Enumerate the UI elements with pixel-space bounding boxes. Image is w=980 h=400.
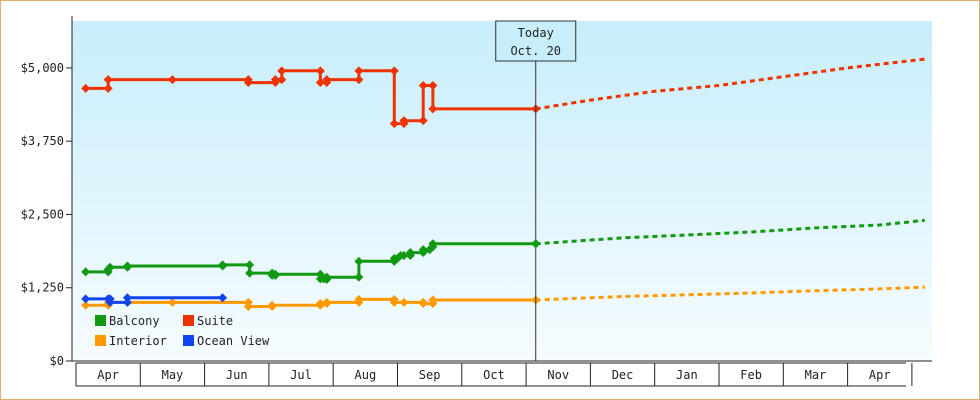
series-point-3-6	[218, 293, 228, 303]
x-tick-label-7: Nov	[547, 368, 569, 382]
x-tick-label-9: Jan	[676, 368, 698, 382]
y-axis: $0 $1,250 $2,500 $3,750 $5,000	[21, 16, 73, 368]
series-point-1-8	[277, 75, 287, 85]
x-tick-label-1: May	[162, 368, 184, 382]
series-point-3-3	[105, 297, 115, 307]
legend-label-3: Ocean View	[197, 334, 270, 348]
series-point-2-11	[322, 297, 332, 307]
series-projection-0	[535, 218, 925, 246]
series-point-3-0	[81, 294, 91, 304]
series-point-1-20	[418, 116, 428, 126]
today-box	[495, 20, 577, 62]
series-point-0-8	[245, 260, 255, 270]
legend-label-0: Balcony	[109, 314, 160, 328]
legend: Balcony Suite Interior Ocean View	[95, 314, 270, 348]
x-tick-label-10: Feb	[740, 368, 762, 382]
legend-swatch-2	[95, 335, 106, 346]
series-ocean-view	[81, 293, 228, 307]
series-projection-2	[535, 285, 925, 302]
series-balcony	[81, 218, 925, 285]
series-point-1-5	[243, 78, 253, 88]
y-tick-label-0: $0	[50, 354, 64, 368]
series-point-2-5	[243, 301, 253, 311]
today-date: Oct. 20	[510, 44, 561, 58]
series-point-1-13	[322, 75, 332, 85]
series-interior	[81, 285, 925, 311]
x-tick-label-3: Jul	[290, 368, 312, 382]
series-point-0-33	[428, 239, 438, 249]
x-axis: Apr May Jun Jul Aug Sep Oct Nov Dec Jan Feb Mar Apr	[72, 360, 932, 387]
legend-swatch-0	[95, 315, 106, 326]
x-tick-label-12: Apr	[869, 368, 891, 382]
series-point-1-3	[167, 75, 177, 85]
series-point-1-2	[103, 75, 113, 85]
series-point-1-14	[354, 75, 364, 85]
today-label: Today	[518, 26, 554, 40]
x-tick-label-6: Oct	[483, 368, 505, 382]
today-point-balcony	[531, 239, 541, 249]
series-point-3-4	[122, 297, 132, 307]
series-point-0-27	[405, 248, 415, 258]
series-point-1-9	[277, 66, 287, 76]
legend-swatch-1	[183, 315, 194, 326]
today-marker: Today Oct. 20	[495, 20, 577, 361]
series-point-0-5	[122, 261, 132, 271]
series-point-1-1	[103, 83, 113, 93]
series-point-2-13	[354, 294, 364, 304]
series-point-2-20	[428, 295, 438, 305]
series-point-0-29	[418, 245, 428, 255]
series-point-2-0	[81, 300, 91, 310]
x-tick-label-2: Jun	[226, 368, 248, 382]
x-tick-label-4: Aug	[355, 368, 377, 382]
series-projection-1	[535, 57, 925, 111]
y-tick-label-2: $2,500	[21, 207, 64, 221]
series-point-0-9	[245, 268, 255, 278]
series-point-0-25	[399, 250, 409, 260]
y-tick-label-1: $1,250	[21, 281, 64, 295]
series-point-1-17	[389, 119, 399, 129]
legend-label-2: Interior	[109, 334, 167, 348]
series-point-0-7	[218, 260, 228, 270]
series-point-2-9	[315, 299, 325, 309]
series-point-1-10	[315, 66, 325, 76]
legend-label-1: Suite	[197, 314, 233, 328]
series-point-3-5	[122, 293, 132, 303]
series-point-1-15	[354, 66, 364, 76]
series-point-1-16	[389, 66, 399, 76]
x-tick-label-0: Apr	[97, 368, 119, 382]
series-point-0-3	[105, 262, 115, 272]
series-point-0-18	[322, 272, 332, 282]
series-point-0-13	[270, 269, 280, 279]
series-point-1-22	[428, 80, 438, 90]
x-tick-label-11: Mar	[805, 368, 827, 382]
series-point-1-0	[81, 83, 91, 93]
series-point-2-7	[267, 300, 277, 310]
legend-swatch-3	[183, 335, 194, 346]
series-point-1-11	[315, 78, 325, 88]
x-tick-label-8: Dec	[612, 368, 634, 382]
y-tick-label-4: $5,000	[21, 61, 64, 75]
series-point-1-21	[418, 80, 428, 90]
plot-area	[72, 21, 932, 361]
series-point-2-15	[389, 297, 399, 307]
series-point-1-7	[270, 75, 280, 85]
y-tick-label-3: $3,750	[21, 134, 64, 148]
series-point-2-18	[418, 299, 428, 309]
series-point-2-16	[399, 297, 409, 307]
series-point-0-20	[354, 256, 364, 266]
series-point-2-3	[167, 297, 177, 307]
series-point-1-19	[399, 116, 409, 126]
series-point-0-0	[81, 267, 91, 277]
x-tick-label-5: Sep	[419, 368, 441, 382]
series-point-1-23	[428, 104, 438, 114]
series-point-0-19	[354, 272, 364, 282]
